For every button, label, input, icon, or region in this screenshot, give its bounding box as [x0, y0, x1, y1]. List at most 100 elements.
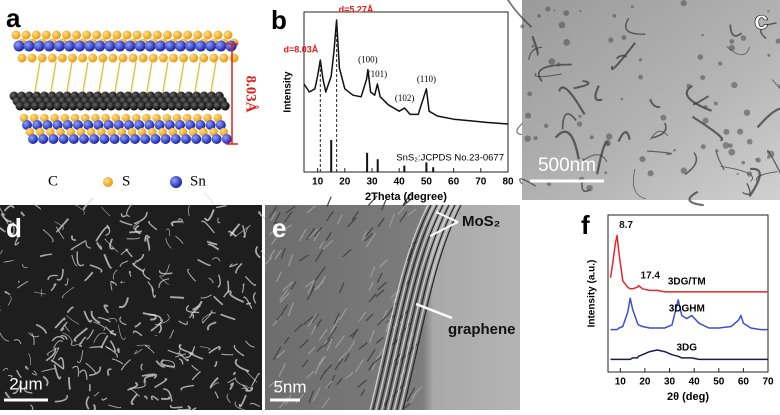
atom-sn [181, 134, 191, 144]
atom-sn [38, 134, 48, 144]
atom-s [18, 54, 27, 63]
atom-s [189, 54, 198, 63]
particle [612, 14, 616, 18]
x-tick-label: 20 [639, 377, 651, 388]
particle [563, 39, 570, 46]
atom-s [179, 54, 188, 63]
atom-sn [24, 41, 35, 52]
particle [744, 109, 750, 115]
particle [715, 149, 718, 152]
atom-s [92, 31, 101, 40]
atom-sn [125, 41, 136, 52]
atom-s [143, 31, 152, 40]
wrinkle [517, 123, 523, 134]
peak-annotation: 17.4 [641, 270, 661, 281]
y-axis-label: Intensity [283, 71, 294, 113]
atom-s [224, 31, 233, 40]
atom-sn [135, 41, 146, 52]
particle [604, 140, 611, 147]
particle [621, 98, 624, 101]
atom-s [32, 31, 41, 40]
particle [728, 45, 735, 52]
atom-s [219, 54, 228, 63]
particle [703, 105, 707, 109]
particle [698, 54, 704, 60]
x-tick-label: 60 [738, 377, 750, 388]
panel-a [10, 31, 239, 145]
particle [728, 143, 733, 148]
panel-label: e [272, 213, 286, 243]
atom-sn [54, 41, 65, 52]
particle [741, 161, 745, 165]
particle [701, 144, 706, 149]
x-tick-label: 10 [312, 177, 324, 188]
atom-sn [59, 134, 69, 144]
atom-s [48, 54, 57, 63]
atom-s [112, 31, 121, 40]
particle [559, 22, 566, 29]
atom-s [129, 54, 138, 63]
fiber [118, 349, 119, 353]
atom-s [88, 54, 97, 63]
annotation: MoS₂ [462, 213, 500, 230]
atom-s [78, 54, 87, 63]
atom-c [221, 102, 230, 111]
x-tick-label: 10 [615, 377, 627, 388]
x-tick-label: 40 [394, 177, 406, 188]
particle [718, 62, 722, 66]
y-axis-label: Intensity (a.u.) [587, 260, 598, 328]
particle [768, 151, 775, 158]
spacing-label: 8.03Å [243, 75, 259, 112]
particle [631, 5, 634, 8]
scale-bar-label: 500nm [538, 155, 596, 176]
atom-sn [212, 134, 222, 144]
atom-s [163, 31, 172, 40]
atom-s [98, 54, 107, 63]
particle [553, 9, 555, 11]
particle [681, 0, 687, 6]
peak-annotation: d=5.27Å [339, 4, 374, 14]
atom-sn [145, 41, 156, 52]
atom-sn [79, 134, 89, 144]
particle [729, 39, 734, 44]
particle [545, 7, 550, 12]
particle [578, 115, 581, 118]
atom-s [230, 54, 239, 63]
particle [714, 102, 718, 106]
atom-sn [64, 41, 75, 52]
atom-s [203, 31, 212, 40]
particle [741, 35, 747, 41]
x-axis-label: 2Theta (degree) [365, 191, 447, 203]
atom-s [139, 54, 148, 63]
atom-s [38, 54, 47, 63]
particle [639, 58, 642, 61]
x-tick-label: 30 [366, 177, 378, 188]
atom-s [199, 54, 208, 63]
atom-s [209, 54, 218, 63]
peak-label: (101) [368, 69, 388, 79]
atom-s [102, 31, 111, 40]
atom-s [42, 31, 51, 40]
atom-sn [205, 41, 216, 52]
atom-sn [222, 134, 232, 144]
particle [747, 139, 753, 145]
x-tick-label: 80 [502, 177, 514, 188]
legend-label: S [122, 173, 130, 189]
atom-sn [175, 41, 186, 52]
x-axis-label: 2θ (deg) [667, 391, 709, 403]
atom-sn [165, 41, 176, 52]
scale-bar-label: 2μm [9, 374, 42, 393]
atom-sn [74, 41, 85, 52]
atom-s [118, 54, 127, 63]
atom-sn [120, 134, 130, 144]
peak-label: (102) [395, 93, 415, 103]
particle [737, 129, 743, 135]
atom-s [108, 54, 117, 63]
atom-s [213, 31, 222, 40]
atom-sn [161, 134, 171, 144]
x-tick-label: 50 [421, 177, 433, 188]
x-tick-label: 40 [689, 377, 701, 388]
particle [700, 75, 705, 80]
atom-s [193, 31, 202, 40]
panel-label: b [271, 5, 287, 35]
